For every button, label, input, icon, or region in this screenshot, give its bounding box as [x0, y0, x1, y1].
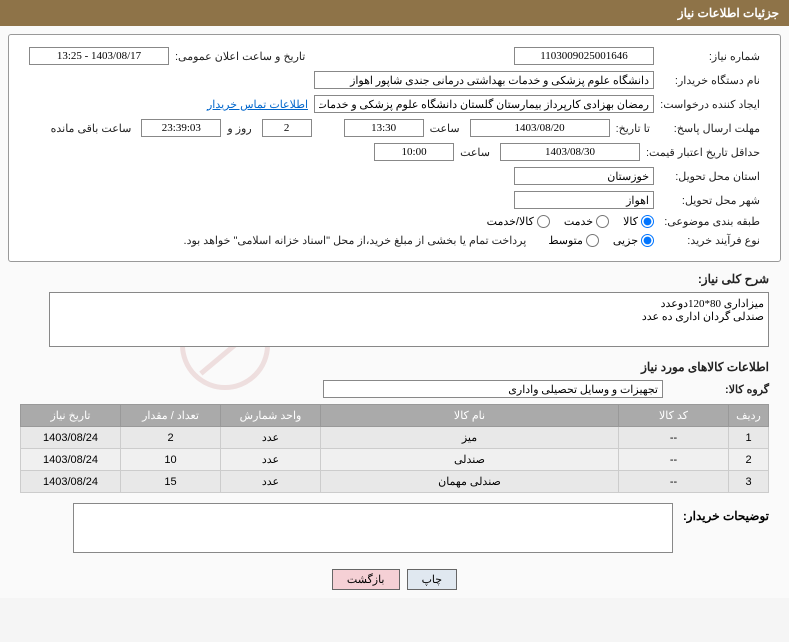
price-time-input [374, 143, 454, 161]
th-code: کد کالا [619, 405, 729, 427]
table-cell: -- [619, 449, 729, 471]
table-cell: صندلی [321, 449, 619, 471]
purchase-type-label: نوع فرآیند خرید: [660, 234, 760, 247]
table-cell: -- [619, 427, 729, 449]
category-both-option[interactable]: کالا/خدمت [487, 215, 550, 228]
remain-label: ساعت باقی مانده [51, 122, 132, 135]
table-cell: عدد [221, 427, 321, 449]
goods-section-title: اطلاعات کالاهای مورد نیاز [8, 360, 769, 374]
goods-table: ردیف کد کالا نام کالا واحد شمارش تعداد /… [20, 404, 769, 493]
time-label-1: ساعت [430, 122, 460, 135]
pt-medium-option[interactable]: متوسط [548, 234, 599, 247]
time-label-2: ساعت [460, 146, 490, 159]
table-cell: 2 [729, 449, 769, 471]
price-date-input [500, 143, 640, 161]
category-service-radio[interactable] [596, 215, 609, 228]
goods-group-input [323, 380, 663, 398]
response-deadline-label: مهلت ارسال پاسخ: [660, 122, 760, 135]
buyer-org-input [314, 71, 654, 89]
category-service-option[interactable]: خدمت [564, 215, 609, 228]
category-radio-group: کالا خدمت کالا/خدمت [487, 215, 654, 228]
table-cell: صندلی مهمان [321, 471, 619, 493]
need-number-label: شماره نیاز: [660, 50, 760, 63]
payment-note: پرداخت تمام یا بخشی از مبلغ خرید،از محل … [184, 234, 527, 247]
table-cell: 1403/08/24 [21, 449, 121, 471]
table-cell: میز [321, 427, 619, 449]
print-button[interactable]: چاپ [407, 569, 458, 590]
purchase-type-radio-group: جزیی متوسط [548, 234, 654, 247]
table-cell: 2 [121, 427, 221, 449]
buyer-note-label: توضیحات خریدار: [683, 503, 769, 553]
table-cell: 1403/08/24 [21, 427, 121, 449]
th-qty: تعداد / مقدار [121, 405, 221, 427]
ta-label-1: تا تاریخ: [616, 122, 650, 135]
days-count-input [262, 119, 312, 137]
table-cell: 1403/08/24 [21, 471, 121, 493]
buyer-note-textarea[interactable] [73, 503, 673, 553]
pt-medium-radio[interactable] [586, 234, 599, 247]
table-cell: 15 [121, 471, 221, 493]
province-label: استان محل تحویل: [660, 170, 760, 183]
th-name: نام کالا [321, 405, 619, 427]
category-both-radio[interactable] [537, 215, 550, 228]
city-label: شهر محل تحویل: [660, 194, 760, 207]
city-input [514, 191, 654, 209]
th-unit: واحد شمارش [221, 405, 321, 427]
days-and-label: روز و [227, 122, 251, 135]
desc-label: شرح کلی نیاز: [8, 272, 769, 286]
table-cell: 3 [729, 471, 769, 493]
desc-textarea[interactable] [49, 292, 769, 347]
table-row: 2--صندلیعدد101403/08/24 [21, 449, 769, 471]
table-cell: -- [619, 471, 729, 493]
goods-group-label: گروه کالا: [669, 383, 769, 396]
table-row: 1--میزعدد21403/08/24 [21, 427, 769, 449]
pt-minor-radio[interactable] [641, 234, 654, 247]
table-cell: 1 [729, 427, 769, 449]
announce-datetime-input [29, 47, 169, 65]
announce-datetime-label: تاریخ و ساعت اعلان عمومی: [175, 50, 305, 63]
category-goods-option[interactable]: کالا [623, 215, 654, 228]
province-input [514, 167, 654, 185]
category-goods-radio[interactable] [641, 215, 654, 228]
table-cell: 10 [121, 449, 221, 471]
th-date: تاریخ نیاز [21, 405, 121, 427]
response-time-input [344, 119, 424, 137]
requester-label: ایجاد کننده درخواست: [660, 98, 760, 111]
response-date-input [470, 119, 610, 137]
table-cell: عدد [221, 449, 321, 471]
pt-minor-option[interactable]: جزیی [613, 234, 654, 247]
table-row: 3--صندلی مهمانعدد151403/08/24 [21, 471, 769, 493]
countdown-input [141, 119, 221, 137]
back-button[interactable]: بازگشت [332, 569, 400, 590]
category-label: طبقه بندی موضوعی: [660, 215, 760, 228]
buyer-contact-link[interactable]: اطلاعات تماس خریدار [207, 98, 308, 111]
need-number-input [514, 47, 654, 65]
buyer-org-label: نام دستگاه خریدار: [660, 74, 760, 87]
price-validity-label: حداقل تاریخ اعتبار قیمت: [646, 146, 760, 159]
th-row: ردیف [729, 405, 769, 427]
requester-input [314, 95, 654, 113]
panel-title: جزئیات اطلاعات نیاز [678, 6, 779, 20]
table-cell: عدد [221, 471, 321, 493]
panel-header: جزئیات اطلاعات نیاز [0, 0, 789, 26]
